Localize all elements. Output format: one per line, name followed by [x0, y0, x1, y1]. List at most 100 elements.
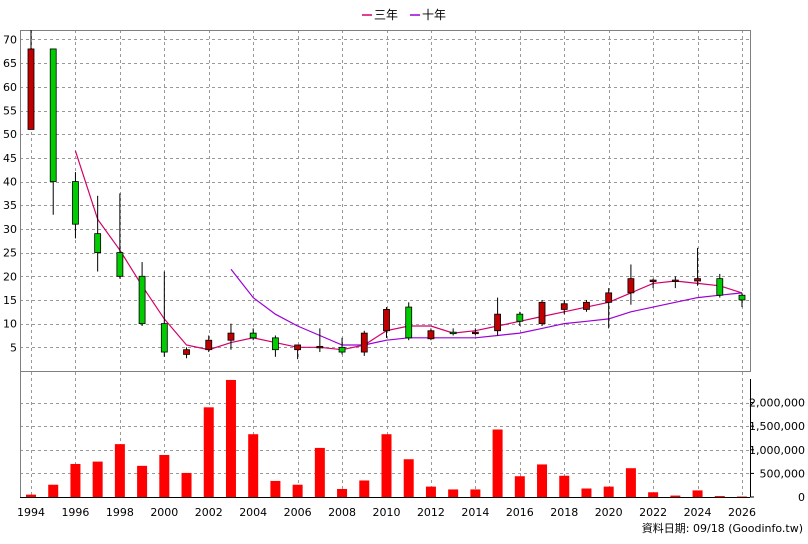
candle-body — [316, 345, 324, 349]
candle-body — [627, 278, 635, 294]
candle-body — [183, 349, 190, 355]
volume-tick-label: 2,000,000 — [749, 397, 805, 410]
price-tick-label: 25 — [3, 247, 17, 260]
price-tick-label: 10 — [3, 318, 17, 331]
volume-bar — [603, 486, 614, 497]
candle-body — [116, 252, 124, 277]
x-tick-label: 2014 — [461, 506, 489, 519]
volume-bar — [403, 459, 414, 497]
volume-bar — [425, 486, 436, 497]
candle-body — [738, 294, 746, 301]
volume-bar — [114, 444, 125, 497]
price-tick-label: 45 — [3, 152, 17, 165]
x-tick-label: 2016 — [506, 506, 534, 519]
candle-body — [72, 181, 79, 225]
volume-bar — [292, 484, 303, 497]
candle-body — [405, 306, 413, 339]
source-note: 資料日期: 09/18 (Goodinfo.tw) — [642, 521, 803, 535]
volume-bar — [670, 495, 681, 497]
volume-axis: 0 500,000 1,000,000 1,500,000 2,000,000 — [749, 397, 805, 504]
volume-bar — [159, 454, 170, 497]
x-tick-label: 2020 — [595, 506, 623, 519]
volume-bar — [26, 494, 36, 497]
volume-bar — [537, 464, 548, 497]
volume-bar — [737, 496, 747, 498]
candle-body — [605, 292, 613, 303]
volume-bar — [581, 488, 592, 497]
volume-bar — [92, 461, 103, 497]
price-tick-label: 65 — [3, 57, 17, 70]
x-tick-label: 2022 — [639, 506, 667, 519]
volume-bar — [314, 447, 325, 497]
price-axis: 5 10 15 20 25 30 35 40 45 50 55 60 65 70 — [3, 33, 17, 354]
x-axis: 1994 1996 1998 2000 2002 2004 2006 2008 2010 2012… — [17, 506, 756, 519]
candle-body — [94, 233, 102, 253]
candle-body — [427, 330, 435, 340]
x-tick-label: 2004 — [239, 506, 267, 519]
candle-body — [671, 279, 679, 282]
price-tick-label: 5 — [10, 341, 17, 354]
candle-body — [383, 309, 390, 332]
x-tick-label: 1994 — [17, 506, 45, 519]
candle-body — [649, 279, 657, 282]
x-tick-label: 2002 — [195, 506, 223, 519]
candle-body — [360, 332, 368, 353]
price-frame — [20, 30, 751, 372]
candle-body — [583, 301, 590, 310]
volume-bar — [48, 484, 59, 497]
volume-tick-label: 0 — [798, 491, 805, 504]
ma-10yr-line — [230, 268, 743, 346]
price-tick-label: 30 — [3, 223, 17, 236]
candle-body — [249, 332, 257, 339]
candle-body — [272, 337, 279, 351]
volume-bar — [70, 463, 81, 497]
volume-bar — [559, 475, 570, 497]
candle-body — [338, 346, 346, 353]
candle-body — [516, 313, 524, 322]
x-tick-label: 2008 — [328, 506, 356, 519]
volume-bar — [625, 468, 636, 497]
volume-bar — [448, 489, 459, 497]
candle-body — [227, 332, 235, 341]
volume-bar — [359, 480, 370, 497]
volume-bar — [225, 379, 236, 497]
volume-tick-label: 500,000 — [760, 467, 806, 480]
x-tick-label: 2026 — [728, 506, 756, 519]
price-tick-label: 35 — [3, 199, 17, 212]
volume-bar — [270, 480, 281, 497]
legend: 三年 十年 — [362, 8, 446, 22]
volume-bars — [26, 379, 747, 498]
price-tick-label: 60 — [3, 81, 17, 94]
candle-body — [449, 331, 457, 335]
x-tick-label: 2000 — [150, 506, 178, 519]
x-tick-label: 1998 — [106, 506, 134, 519]
x-tick-label: 2024 — [684, 506, 712, 519]
price-tick-label: 70 — [3, 33, 17, 46]
candle-body — [560, 303, 568, 310]
x-tick-label: 2010 — [373, 506, 401, 519]
candle-body — [716, 278, 724, 296]
candle-body — [160, 323, 168, 353]
candle-body — [205, 339, 213, 351]
volume-tick-label: 1,500,000 — [749, 420, 805, 433]
x-tick-label: 1996 — [61, 506, 89, 519]
volume-bar — [248, 434, 259, 497]
candle-body — [538, 301, 546, 325]
price-tick-label: 55 — [3, 105, 17, 118]
candle-body — [471, 331, 479, 335]
volume-bar — [714, 496, 725, 497]
volume-bar — [514, 476, 525, 497]
candles — [27, 30, 746, 360]
volume-bar — [648, 492, 659, 497]
candle-body — [694, 278, 701, 282]
legend-label: 三年 — [374, 8, 398, 22]
volume-bar — [203, 407, 214, 497]
candle-body — [49, 48, 57, 182]
volume-grid — [20, 371, 751, 498]
price-tick-label: 40 — [3, 176, 17, 189]
volume-bar — [337, 488, 348, 497]
price-tick-label: 50 — [3, 128, 17, 141]
volume-bar — [137, 465, 148, 497]
volume-bar — [492, 429, 503, 497]
